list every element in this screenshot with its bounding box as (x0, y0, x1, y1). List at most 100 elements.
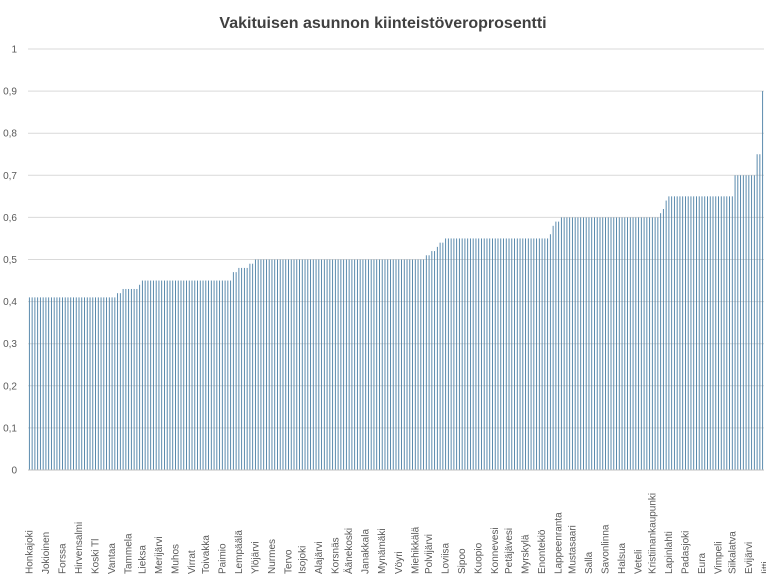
bar (759, 154, 761, 470)
bar (230, 280, 232, 470)
bar (596, 217, 598, 470)
bar (301, 259, 303, 470)
bar (731, 196, 733, 470)
bar (533, 238, 535, 470)
bar (577, 217, 579, 470)
bar (651, 217, 653, 470)
bar (75, 297, 77, 470)
bar (100, 297, 102, 470)
bar (439, 242, 441, 470)
x-tick-label: Mustasaari (567, 525, 578, 574)
bar (70, 297, 72, 470)
bar (84, 297, 85, 470)
bar (660, 213, 662, 470)
bar (31, 297, 33, 470)
bar (701, 196, 703, 470)
bar (348, 259, 350, 470)
x-tick-label: Sipoo (457, 548, 468, 574)
x-tick-label: Miehikkälä (410, 526, 421, 574)
bar (756, 154, 758, 470)
bar (740, 175, 742, 471)
bar (130, 288, 132, 470)
bar (376, 259, 378, 470)
bar (205, 280, 207, 470)
x-tick-label: Kristiinankaupunki (647, 493, 658, 574)
bar (89, 297, 91, 470)
bar (745, 175, 747, 471)
bar (158, 280, 160, 470)
bar (277, 259, 278, 470)
bar (555, 221, 557, 470)
bars (28, 91, 764, 471)
bar (753, 175, 755, 471)
x-tick-label: Petäjävesi (504, 528, 515, 574)
bar (643, 217, 645, 470)
bar (403, 259, 405, 470)
bar (450, 238, 452, 470)
bar (249, 263, 251, 470)
bar (417, 259, 419, 470)
bar (367, 259, 369, 470)
bar (78, 297, 80, 470)
bar (514, 238, 515, 470)
bar (401, 259, 402, 470)
bar (671, 196, 673, 470)
bar (668, 196, 670, 470)
bar (329, 259, 331, 470)
x-tick-label: Konnevesi (490, 527, 501, 574)
bar (483, 238, 485, 470)
x-tick-label: Halsua (617, 542, 628, 574)
bar (748, 175, 750, 471)
bar (434, 251, 436, 470)
x-tick-label: Janakkala (361, 529, 372, 574)
bar (657, 217, 659, 470)
bar (511, 238, 513, 470)
x-tick-label: Koski Tl (91, 539, 102, 574)
x-tick-label: Lappeenranta (554, 512, 565, 574)
bar (141, 280, 143, 470)
x-tick-label: Honkajoki (24, 530, 35, 574)
x-tick-label: Forssa (57, 543, 68, 574)
x-tick-label: Savonlinna (600, 524, 611, 574)
bar (177, 280, 179, 470)
bar (428, 255, 430, 470)
bar (37, 297, 39, 470)
x-tick-label: Siikalatva (727, 531, 738, 574)
bar (536, 238, 538, 470)
bar (720, 196, 722, 470)
bar (354, 259, 356, 470)
bar (569, 217, 571, 470)
y-tick-label: 0,1 (3, 423, 17, 434)
bar (583, 217, 584, 470)
bar (423, 259, 425, 470)
bar (723, 196, 725, 470)
bar (676, 196, 678, 470)
bar (307, 259, 309, 470)
bar (337, 259, 339, 470)
bar (340, 259, 342, 470)
bar (684, 196, 686, 470)
x-tick-label: Myrskylä (521, 534, 532, 574)
bar (254, 259, 256, 470)
bar (632, 217, 634, 470)
bar (387, 259, 389, 470)
bar (673, 196, 675, 470)
bar (221, 280, 223, 470)
bar (522, 238, 524, 470)
bar (591, 217, 593, 470)
bar (59, 297, 61, 470)
x-tick-label: Virrat (187, 550, 198, 574)
y-tick-label: 0,9 (3, 87, 17, 98)
bar (624, 217, 626, 470)
x-tick-label: Tammela (124, 533, 135, 574)
bar (95, 297, 96, 470)
bar (62, 297, 63, 470)
bar (304, 259, 306, 470)
x-tick-label: Vantaa (107, 543, 118, 574)
bar (265, 259, 267, 470)
x-tick-label: Salla (584, 551, 595, 574)
x-tick-label: Hirvensalmi (74, 522, 85, 574)
bar (103, 297, 105, 470)
bar (133, 288, 135, 470)
